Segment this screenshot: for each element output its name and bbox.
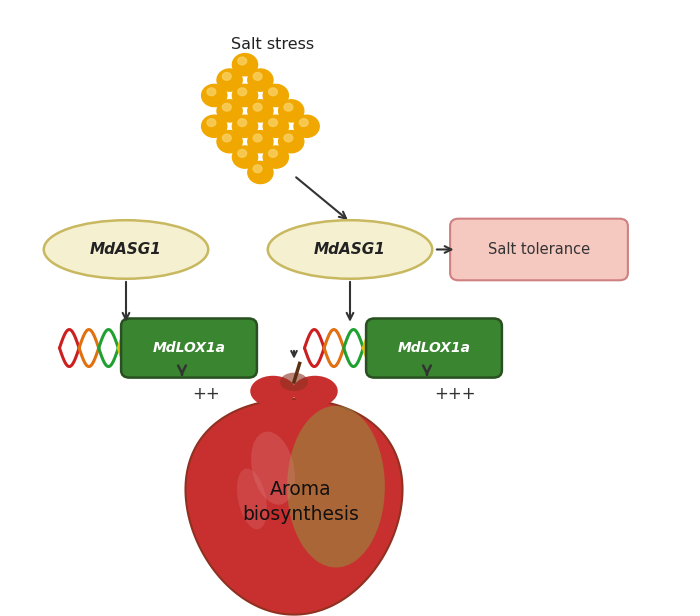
- Circle shape: [248, 69, 273, 91]
- Circle shape: [253, 73, 262, 80]
- Circle shape: [253, 134, 262, 142]
- Circle shape: [207, 88, 216, 95]
- Circle shape: [217, 69, 242, 91]
- Circle shape: [279, 100, 304, 122]
- Circle shape: [263, 84, 288, 107]
- Circle shape: [248, 100, 273, 122]
- Ellipse shape: [267, 221, 433, 278]
- Circle shape: [248, 131, 273, 153]
- Text: MdASG1: MdASG1: [90, 242, 162, 257]
- Text: Aroma
biosynthesis: Aroma biosynthesis: [243, 480, 359, 524]
- FancyBboxPatch shape: [366, 318, 502, 378]
- Circle shape: [269, 150, 277, 157]
- Circle shape: [238, 119, 246, 126]
- Circle shape: [223, 73, 231, 80]
- Circle shape: [238, 88, 246, 95]
- Circle shape: [238, 150, 246, 157]
- Circle shape: [269, 88, 277, 95]
- Text: MdLOX1a: MdLOX1a: [398, 341, 470, 355]
- Ellipse shape: [287, 406, 385, 567]
- Circle shape: [284, 134, 293, 142]
- Circle shape: [217, 100, 242, 122]
- Circle shape: [248, 161, 273, 184]
- Ellipse shape: [292, 376, 337, 407]
- Circle shape: [263, 115, 288, 137]
- Circle shape: [232, 84, 258, 107]
- Circle shape: [238, 57, 246, 65]
- Text: Salt tolerance: Salt tolerance: [488, 242, 590, 257]
- Ellipse shape: [251, 376, 295, 407]
- Circle shape: [269, 119, 277, 126]
- Text: MdLOX1a: MdLOX1a: [153, 341, 225, 355]
- Circle shape: [300, 119, 308, 126]
- Circle shape: [202, 115, 227, 137]
- Circle shape: [279, 131, 304, 153]
- Circle shape: [253, 165, 262, 172]
- Ellipse shape: [237, 469, 267, 529]
- FancyBboxPatch shape: [121, 318, 257, 378]
- Circle shape: [284, 103, 293, 111]
- Circle shape: [232, 54, 258, 76]
- FancyBboxPatch shape: [450, 219, 628, 280]
- Ellipse shape: [251, 432, 295, 505]
- Circle shape: [223, 103, 231, 111]
- Text: +++: +++: [434, 385, 476, 403]
- Polygon shape: [186, 399, 402, 615]
- Circle shape: [263, 146, 288, 168]
- Circle shape: [202, 84, 227, 107]
- Ellipse shape: [280, 373, 308, 391]
- Circle shape: [294, 115, 319, 137]
- Circle shape: [217, 131, 242, 153]
- Text: MdASG1: MdASG1: [314, 242, 386, 257]
- Ellipse shape: [43, 221, 209, 278]
- Circle shape: [232, 115, 258, 137]
- Circle shape: [207, 119, 216, 126]
- Text: Salt stress: Salt stress: [232, 38, 314, 52]
- Circle shape: [253, 103, 262, 111]
- Circle shape: [232, 146, 258, 168]
- Circle shape: [223, 134, 231, 142]
- Text: ++: ++: [193, 385, 220, 403]
